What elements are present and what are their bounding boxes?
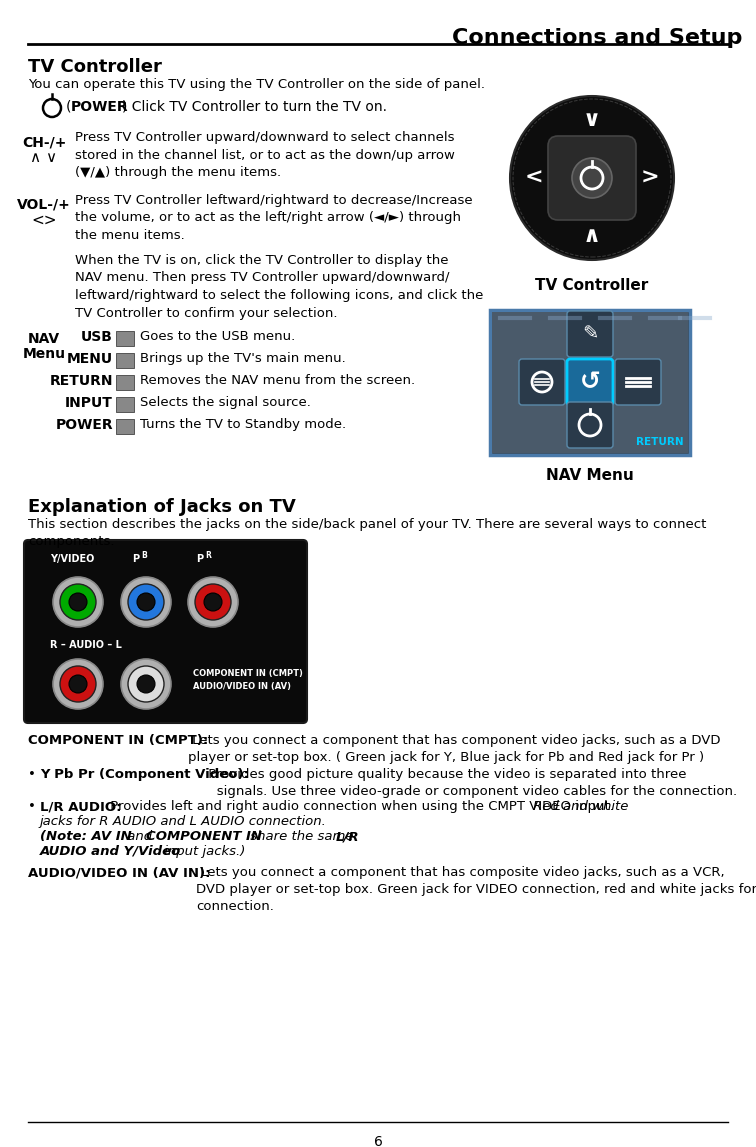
Circle shape (60, 584, 96, 621)
Text: Menu: Menu (23, 348, 66, 361)
Text: Turns the TV to Standby mode.: Turns the TV to Standby mode. (140, 418, 346, 431)
Text: CH-/+: CH-/+ (22, 136, 67, 150)
Text: >: > (640, 167, 659, 188)
Circle shape (69, 674, 87, 693)
Circle shape (121, 577, 171, 627)
Text: Provides good picture quality because the video is separated into three
   signa: Provides good picture quality because th… (204, 768, 737, 798)
Text: L/R AUDIO:: L/R AUDIO: (40, 799, 122, 813)
Circle shape (137, 593, 155, 611)
Text: R: R (205, 551, 211, 560)
FancyBboxPatch shape (567, 311, 613, 357)
Circle shape (572, 158, 612, 198)
FancyBboxPatch shape (567, 359, 613, 405)
FancyBboxPatch shape (548, 136, 636, 220)
Text: ✎: ✎ (582, 325, 598, 343)
Text: Goes to the USB menu.: Goes to the USB menu. (140, 330, 296, 343)
Text: Selects the signal source.: Selects the signal source. (140, 396, 311, 409)
Text: AUDIO/VIDEO IN (AV): AUDIO/VIDEO IN (AV) (193, 682, 291, 690)
Text: Brings up the TV's main menu.: Brings up the TV's main menu. (140, 352, 345, 365)
Text: L/R: L/R (336, 830, 360, 843)
Text: ∨: ∨ (583, 110, 601, 130)
Circle shape (128, 584, 164, 621)
FancyBboxPatch shape (519, 359, 565, 405)
FancyBboxPatch shape (116, 331, 134, 346)
Text: Press TV Controller upward/downward to select channels
stored in the channel lis: Press TV Controller upward/downward to s… (75, 131, 455, 179)
Text: Removes the NAV menu from the screen.: Removes the NAV menu from the screen. (140, 374, 415, 387)
Text: P: P (196, 554, 203, 564)
Text: ∧ ∨: ∧ ∨ (30, 150, 57, 165)
Text: VOL-/+: VOL-/+ (17, 198, 71, 212)
Text: POWER: POWER (55, 418, 113, 432)
Text: R – AUDIO – L: R – AUDIO – L (50, 640, 122, 650)
Text: RETURN: RETURN (637, 437, 684, 447)
Text: RETURN: RETURN (49, 374, 113, 388)
Text: Y/VIDEO: Y/VIDEO (50, 554, 94, 564)
Circle shape (510, 96, 674, 260)
Text: COMPONENT IN (CMPT): COMPONENT IN (CMPT) (193, 669, 303, 678)
FancyBboxPatch shape (567, 401, 613, 448)
Text: Y Pb Pr (Component Video):: Y Pb Pr (Component Video): (40, 768, 249, 781)
Text: MENU: MENU (67, 352, 113, 366)
Text: Press TV Controller leftward/rightward to decrease/Increase
the volume, or to ac: Press TV Controller leftward/rightward t… (75, 194, 472, 242)
Circle shape (60, 666, 96, 702)
Text: and: and (123, 830, 156, 843)
Text: share the same: share the same (246, 830, 358, 843)
Text: NAV: NAV (28, 331, 60, 346)
Circle shape (195, 584, 231, 621)
Text: (Note: AV IN: (Note: AV IN (40, 830, 132, 843)
Text: <>: <> (31, 213, 57, 228)
Circle shape (188, 577, 238, 627)
Circle shape (121, 660, 171, 709)
Text: •: • (28, 799, 36, 813)
Text: B: B (141, 551, 147, 560)
Circle shape (53, 660, 103, 709)
Circle shape (69, 593, 87, 611)
Text: Lets you connect a component that has composite video jacks, such as a VCR,
DVD : Lets you connect a component that has co… (196, 866, 756, 913)
Text: INPUT: INPUT (65, 396, 113, 409)
FancyBboxPatch shape (116, 397, 134, 412)
FancyBboxPatch shape (492, 312, 688, 453)
Text: This section describes the jacks on the side/back panel of your TV. There are se: This section describes the jacks on the … (28, 518, 706, 548)
Text: Red and white: Red and white (533, 799, 628, 813)
Text: When the TV is on, click the TV Controller to display the
NAV menu. Then press T: When the TV is on, click the TV Controll… (75, 253, 483, 320)
Text: You can operate this TV using the TV Controller on the side of panel.: You can operate this TV using the TV Con… (28, 78, 485, 91)
Text: TV Controller: TV Controller (28, 58, 162, 76)
Text: •: • (28, 768, 36, 781)
Text: Lets you connect a component that has component video jacks, such as a DVD
playe: Lets you connect a component that has co… (188, 734, 720, 764)
Circle shape (204, 593, 222, 611)
Text: Connections and Setup: Connections and Setup (451, 28, 742, 48)
Text: AUDIO/VIDEO IN (AV IN):: AUDIO/VIDEO IN (AV IN): (28, 866, 210, 879)
Circle shape (53, 577, 103, 627)
Text: P: P (132, 554, 139, 564)
Text: ↺: ↺ (580, 370, 600, 395)
Circle shape (137, 674, 155, 693)
FancyBboxPatch shape (490, 310, 690, 455)
Text: 6: 6 (373, 1136, 383, 1147)
Text: TV Controller: TV Controller (535, 278, 649, 292)
Circle shape (128, 666, 164, 702)
Text: (: ( (66, 100, 72, 114)
Text: Provides left and right audio connection when using the CMPT VIDEO input.: Provides left and right audio connection… (106, 799, 618, 813)
FancyBboxPatch shape (116, 419, 134, 434)
FancyBboxPatch shape (24, 540, 307, 723)
Text: <: < (525, 167, 544, 188)
Text: COMPONENT IN (CMPT):: COMPONENT IN (CMPT): (28, 734, 208, 747)
Text: USB: USB (81, 330, 113, 344)
Text: POWER: POWER (71, 100, 129, 114)
Text: ) Click TV Controller to turn the TV on.: ) Click TV Controller to turn the TV on. (122, 100, 387, 114)
Text: NAV Menu: NAV Menu (546, 468, 634, 483)
FancyBboxPatch shape (116, 375, 134, 390)
Text: Explanation of Jacks on TV: Explanation of Jacks on TV (28, 498, 296, 516)
Text: COMPONENT IN: COMPONENT IN (146, 830, 262, 843)
Text: jacks for R AUDIO and L AUDIO connection.: jacks for R AUDIO and L AUDIO connection… (40, 816, 327, 828)
Text: input jacks.): input jacks.) (160, 845, 246, 858)
Text: AUDIO and Y/Video: AUDIO and Y/Video (40, 845, 181, 858)
FancyBboxPatch shape (116, 353, 134, 368)
FancyBboxPatch shape (615, 359, 661, 405)
Text: ∧: ∧ (583, 226, 601, 245)
